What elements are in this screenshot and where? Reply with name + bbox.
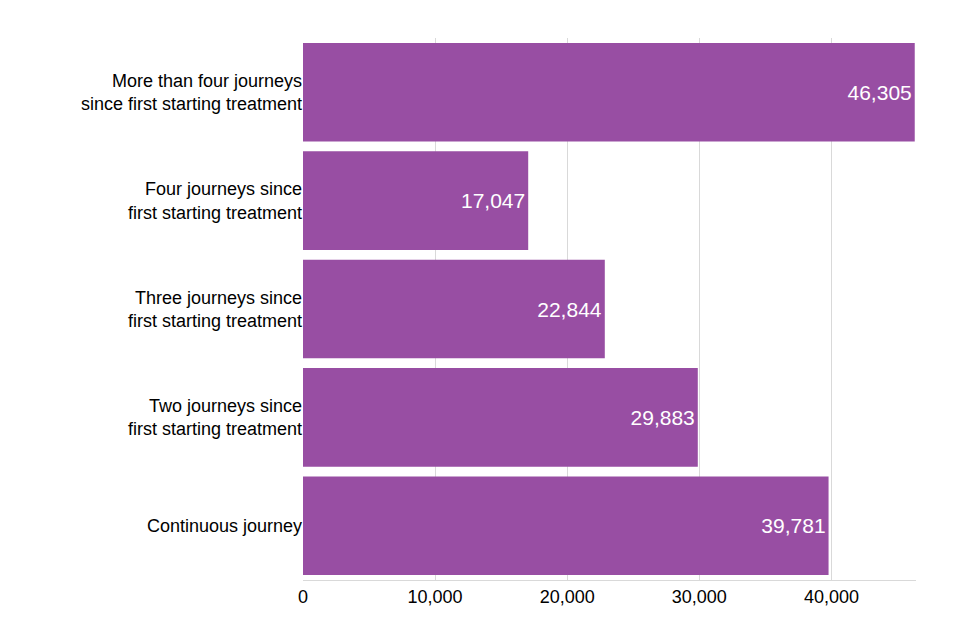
svg-text:29,883: 29,883	[631, 406, 695, 429]
svg-text:46,305: 46,305	[848, 81, 912, 104]
svg-text:22,844: 22,844	[537, 298, 602, 321]
svg-text:17,047: 17,047	[461, 189, 525, 212]
svg-text:0: 0	[298, 587, 308, 607]
svg-text:Three journeys sincefirst star: Three journeys sincefirst starting treat…	[128, 288, 302, 331]
svg-text:20,000: 20,000	[540, 587, 595, 607]
svg-text:Continuous journey: Continuous journey	[147, 516, 302, 536]
svg-text:10,000: 10,000	[408, 587, 463, 607]
svg-text:More than four journeyssince f: More than four journeyssince first start…	[81, 71, 302, 114]
svg-text:30,000: 30,000	[672, 587, 727, 607]
svg-text:Four journeys sincefirst start: Four journeys sincefirst starting treatm…	[128, 179, 302, 222]
svg-text:40,000: 40,000	[804, 587, 859, 607]
svg-text:Two journeys sincefirst starti: Two journeys sincefirst starting treatme…	[128, 396, 302, 439]
svg-text:39,781: 39,781	[761, 514, 825, 537]
